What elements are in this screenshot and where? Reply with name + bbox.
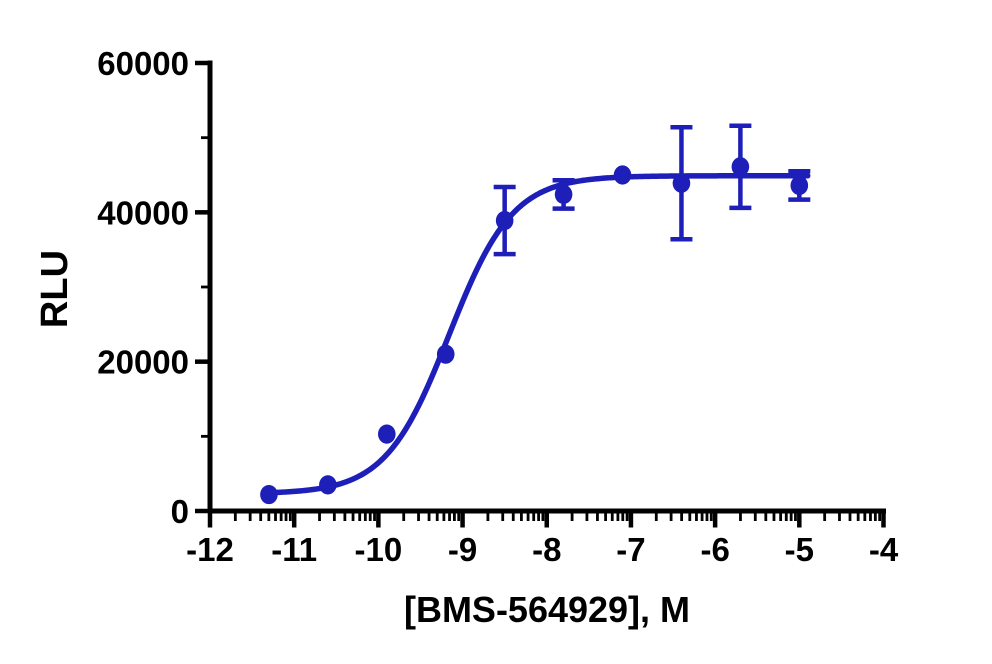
data-point — [495, 210, 514, 231]
data-point — [377, 424, 396, 444]
data-point — [613, 165, 632, 185]
x-tick-label: -6 — [700, 531, 729, 568]
x-axis-title: [BMS-564929], M — [403, 589, 691, 630]
data-point — [731, 157, 750, 177]
fit-curve — [264, 173, 811, 496]
y-axis-title: RLU — [34, 249, 76, 329]
x-tick-label: -9 — [448, 531, 477, 568]
y-tick-label: 60000 — [97, 45, 189, 82]
x-tick-label: -7 — [616, 531, 645, 568]
data-point — [319, 475, 337, 495]
x-tick-label: -12 — [186, 531, 234, 568]
x-tick-label: -8 — [532, 531, 561, 568]
data-point — [436, 344, 455, 364]
data-point — [260, 484, 278, 505]
x-tick-label: -5 — [785, 531, 814, 568]
x-tick-label: -4 — [869, 531, 899, 568]
data-point — [672, 173, 691, 193]
y-tick-label: 0 — [171, 493, 189, 530]
x-tick-label: -10 — [355, 531, 403, 568]
data-point — [554, 184, 573, 205]
data-point — [790, 175, 809, 196]
x-tick-label: -11 — [271, 531, 317, 568]
y-tick-label: 40000 — [97, 194, 189, 231]
y-tick-label: 20000 — [97, 344, 189, 381]
